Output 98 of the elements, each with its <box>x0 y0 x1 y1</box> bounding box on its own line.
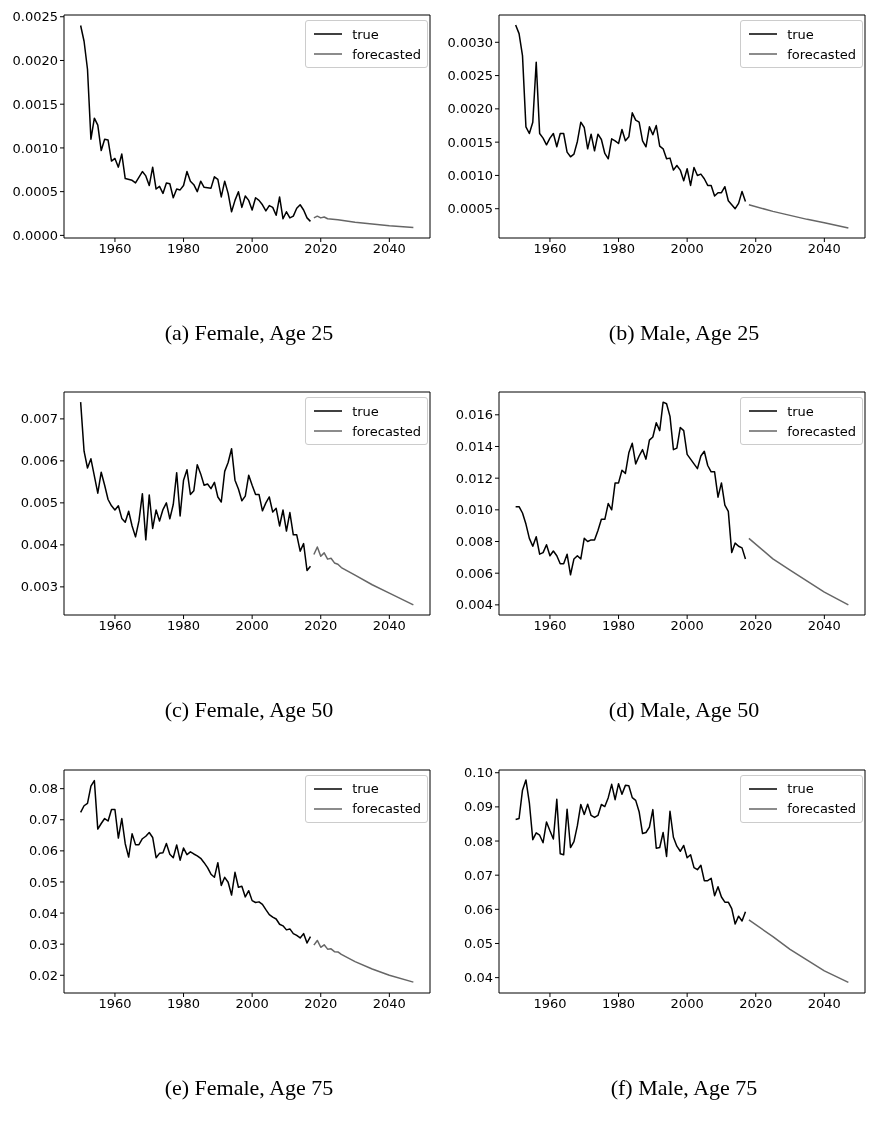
y-tick-label: 0.016 <box>455 407 493 423</box>
x-tick-label: 2040 <box>372 618 406 634</box>
line-series <box>748 203 850 229</box>
line-series <box>514 24 747 210</box>
y-tick-label: 0.0010 <box>12 140 58 156</box>
x-tick-label: 2000 <box>235 618 269 634</box>
x-tick-label: 1960 <box>98 995 132 1011</box>
line-series <box>79 779 312 944</box>
legend-label: true <box>352 781 379 797</box>
x-tick-label: 2040 <box>807 995 841 1011</box>
y-tick-label: 0.0030 <box>447 34 493 50</box>
legend-label: true <box>352 26 379 42</box>
x-tick-label: 2020 <box>739 618 773 634</box>
y-tick-label: 0.06 <box>29 843 58 859</box>
text: (a) Female, Age 25 <box>163 320 335 346</box>
line-series <box>313 939 415 983</box>
y-tick-label: 0.08 <box>464 833 493 849</box>
x-tick-label: 2000 <box>670 618 704 634</box>
text: (f) Male, Age 75 <box>609 1074 759 1101</box>
legend-label: true <box>787 403 814 419</box>
line-series <box>514 401 747 576</box>
legend-label: forecasted <box>352 801 421 817</box>
y-tick-label: 0.10 <box>464 765 493 780</box>
x-tick-label: 2020 <box>304 618 338 634</box>
legend-label: true <box>352 403 379 419</box>
line-series <box>79 401 312 572</box>
y-tick-label: 0.0025 <box>12 9 58 25</box>
y-tick-label: 0.0005 <box>447 201 493 217</box>
legend-label: forecasted <box>352 46 421 62</box>
text: (e) Female, Age 75 <box>163 1074 335 1101</box>
y-tick-label: 0.007 <box>20 411 58 427</box>
y-tick-label: 0.05 <box>464 935 493 951</box>
y-tick-label: 0.08 <box>29 780 58 796</box>
line-series <box>748 537 850 606</box>
y-tick-label: 0.0020 <box>12 53 58 69</box>
y-tick-label: 0.005 <box>20 495 58 511</box>
x-tick-label: 1980 <box>601 618 636 634</box>
x-tick-label: 2000 <box>670 995 704 1011</box>
y-tick-label: 0.04 <box>29 905 58 921</box>
text: (c) Female, Age 50 <box>163 697 335 724</box>
y-tick-label: 0.0020 <box>447 101 493 117</box>
x-tick-label: 2020 <box>739 995 773 1011</box>
y-tick-label: 0.0015 <box>447 134 493 150</box>
x-tick-label: 2000 <box>670 241 704 257</box>
y-tick-label: 0.010 <box>455 502 493 518</box>
legend-label: forecasted <box>787 46 856 62</box>
x-tick-label: 1960 <box>98 618 132 634</box>
legend-label: forecasted <box>352 423 421 439</box>
x-tick-label: 1980 <box>166 241 201 257</box>
y-tick-label: 0.0015 <box>12 96 58 112</box>
y-tick-label: 0.0005 <box>12 184 58 200</box>
x-tick-label: 1980 <box>166 618 201 634</box>
x-tick-label: 2000 <box>235 995 269 1011</box>
y-tick-label: 0.02 <box>29 967 58 983</box>
y-tick-label: 0.07 <box>464 867 493 883</box>
y-tick-label: 0.04 <box>464 969 493 985</box>
x-tick-label: 2040 <box>807 241 841 257</box>
legend-label: true <box>787 781 814 797</box>
y-tick-label: 0.012 <box>455 471 493 487</box>
y-tick-label: 0.004 <box>20 537 58 553</box>
y-tick-label: 0.0010 <box>447 168 493 184</box>
x-tick-label: 2000 <box>235 241 269 257</box>
y-tick-label: 0.06 <box>464 901 493 917</box>
line-series <box>748 918 850 983</box>
x-tick-label: 1960 <box>533 241 567 257</box>
y-tick-label: 0.014 <box>455 439 493 455</box>
text: (b) Male, Age 25 <box>607 320 761 346</box>
x-tick-label: 2040 <box>372 995 406 1011</box>
x-tick-label: 2020 <box>739 241 773 257</box>
text: (d) Male, Age 50 <box>607 697 761 724</box>
legend-label: true <box>787 26 814 42</box>
y-tick-label: 0.0025 <box>447 68 493 84</box>
x-tick-label: 2040 <box>372 241 406 257</box>
y-tick-label: 0.07 <box>29 812 58 828</box>
x-tick-label: 1980 <box>601 241 636 257</box>
x-tick-label: 1980 <box>601 995 636 1011</box>
y-tick-label: 0.004 <box>455 597 493 613</box>
x-tick-label: 1960 <box>533 995 567 1011</box>
y-tick-label: 0.006 <box>20 453 58 469</box>
x-tick-label: 1980 <box>166 995 201 1011</box>
x-tick-label: 2040 <box>807 618 841 634</box>
line-series <box>79 24 312 223</box>
x-tick-label: 2020 <box>304 241 338 257</box>
y-tick-label: 0.05 <box>29 874 58 890</box>
legend-label: forecasted <box>787 801 856 817</box>
y-tick-label: 0.03 <box>29 936 58 952</box>
legend-label: forecasted <box>787 423 856 439</box>
y-tick-label: 0.0000 <box>12 227 58 243</box>
y-tick-label: 0.008 <box>455 534 493 550</box>
x-tick-label: 2020 <box>304 995 338 1011</box>
x-tick-label: 1960 <box>533 618 567 634</box>
line-series <box>313 215 415 229</box>
line-series <box>514 778 747 925</box>
y-tick-label: 0.09 <box>464 799 493 815</box>
y-tick-label: 0.003 <box>20 579 58 595</box>
x-tick-label: 1960 <box>98 241 132 257</box>
line-series <box>313 546 415 606</box>
y-tick-label: 0.006 <box>455 566 493 582</box>
